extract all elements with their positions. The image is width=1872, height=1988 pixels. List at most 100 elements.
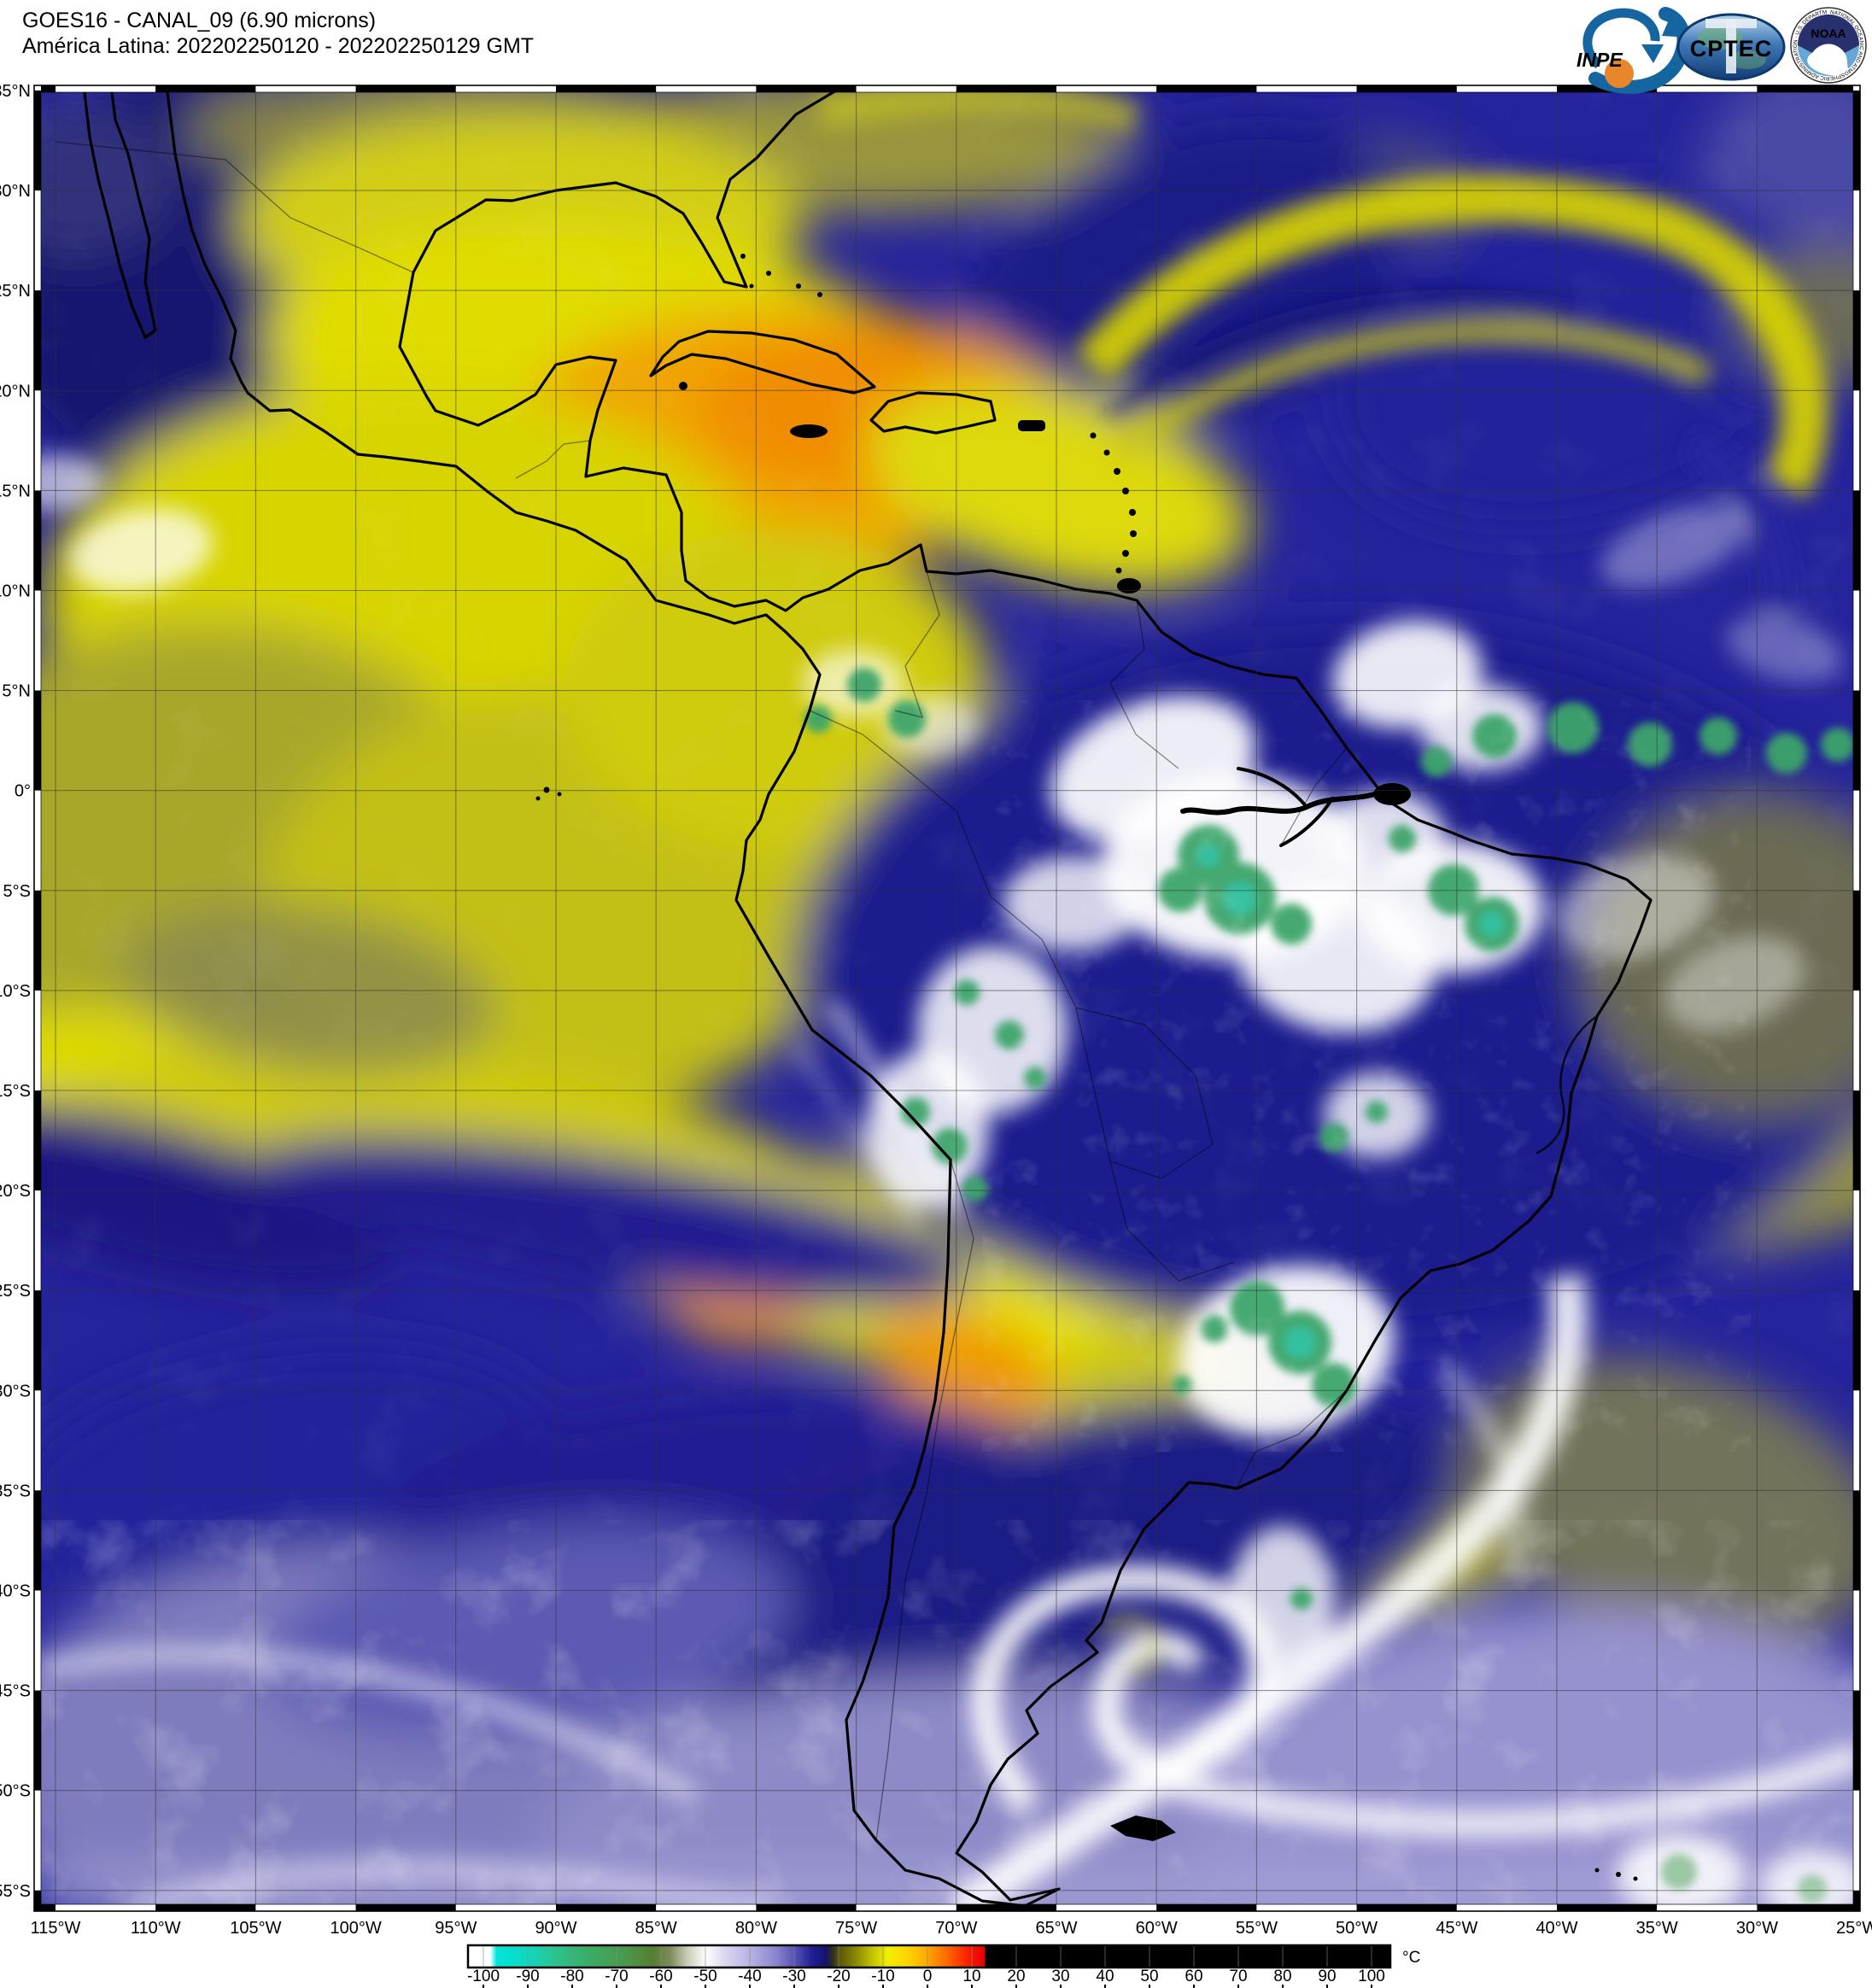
- lon-label: 115°W: [31, 1919, 81, 1938]
- lat-label: 20°N: [0, 382, 31, 401]
- colorbar-tick-label: -80: [560, 1968, 583, 1985]
- lon-label: 60°W: [1136, 1919, 1178, 1938]
- frame-segment-left: [34, 190, 41, 291]
- frame-segment-top: [856, 85, 956, 92]
- lat-label: 25°N: [0, 282, 31, 301]
- lon-label: 95°W: [435, 1919, 477, 1938]
- product-subtitle: América Latina: 202202250120 - 202202250…: [22, 34, 534, 58]
- frame-segment-bottom: [1557, 1904, 1658, 1911]
- frame-segment-right: [1853, 490, 1860, 591]
- rivers: [1180, 767, 1599, 1155]
- frame-segment-right: [1853, 590, 1860, 691]
- colorbar-minor-tick: [749, 1985, 751, 1988]
- frame-segment-top: [756, 85, 857, 92]
- frame-segment-top: [1156, 85, 1257, 92]
- frame-segment-left: [34, 1290, 41, 1391]
- colorbar-tick-label: -20: [827, 1968, 850, 1985]
- frame-segment-right: [1853, 1390, 1860, 1491]
- lon-label: 90°W: [535, 1919, 576, 1938]
- lon-label: 80°W: [735, 1919, 777, 1938]
- frame-segment-left: [34, 490, 41, 591]
- frame-segment-bottom: [255, 1904, 356, 1911]
- colorbar-tick-label: 0: [923, 1968, 933, 1985]
- frame-segment-bottom: [1757, 1904, 1857, 1911]
- colorbar-minor-tick: [1193, 1985, 1195, 1988]
- lon-label: 70°W: [935, 1919, 977, 1938]
- colorbar-minor-tick: [705, 1985, 706, 1988]
- colorbar-tick-label: 90: [1318, 1968, 1336, 1985]
- frame-segment-top: [155, 85, 256, 92]
- frame-segment-bottom: [1256, 1904, 1357, 1911]
- frame-segment-right: [1853, 690, 1860, 791]
- colorbar-minor-tick: [1282, 1985, 1284, 1988]
- frame-segment-top: [355, 85, 456, 92]
- frame-segment-top: [556, 85, 657, 92]
- frame-segment-left: [34, 890, 41, 991]
- colorbar-tick-label: 40: [1096, 1968, 1114, 1985]
- frame-segment-right: [1853, 1790, 1860, 1891]
- lat-label: 50°S: [0, 1782, 31, 1801]
- lon-label: 85°W: [635, 1919, 677, 1938]
- colorbar-minor-tick: [793, 1985, 795, 1988]
- lat-label: 15°S: [0, 1082, 31, 1101]
- frame-segment-top: [1256, 85, 1357, 92]
- lon-label: 40°W: [1536, 1919, 1577, 1938]
- noaa-label: NOAA: [1811, 26, 1846, 40]
- frame-segment-bottom: [455, 1904, 556, 1911]
- cptec-label: CPTEC: [1690, 36, 1773, 61]
- lat-label: 35°N: [0, 82, 31, 101]
- lat-label: 35°S: [0, 1482, 31, 1500]
- frame-segment-top: [34, 85, 56, 92]
- inpe-label: INPE: [1577, 49, 1623, 71]
- map-frame: [34, 85, 1860, 1911]
- frame-segment-bottom: [355, 1904, 456, 1911]
- frame-segment-right: [1853, 990, 1860, 1090]
- frame-segment-left: [34, 1690, 41, 1791]
- frame-segment-right: [1853, 1890, 1860, 1911]
- frame-segment-left: [34, 1190, 41, 1291]
- frame-segment-left: [34, 85, 41, 91]
- frame-segment-bottom: [34, 1904, 56, 1911]
- colorbar-minor-tick: [882, 1985, 884, 1988]
- colorbar-minor-tick: [616, 1985, 617, 1988]
- lon-label: 100°W: [330, 1919, 381, 1938]
- frame-segment-right: [1853, 1090, 1860, 1191]
- colorbar-tick-label: 30: [1051, 1968, 1069, 1985]
- colorbar-minor-tick: [927, 1985, 928, 1988]
- frame-segment-top: [656, 85, 757, 92]
- colorbar-minor-tick: [1371, 1985, 1372, 1988]
- map-inner-border: [40, 91, 1854, 1905]
- frame-segment-bottom: [856, 1904, 956, 1911]
- map-outer-border: [33, 85, 1861, 1912]
- colorbar-tick-label: 70: [1229, 1968, 1247, 1985]
- frame-segment-right: [1853, 290, 1860, 391]
- colorbar-minor-tick: [971, 1985, 973, 1988]
- colorbar-tick-label: 20: [1007, 1968, 1025, 1985]
- frame-segment-top: [1356, 85, 1457, 92]
- colorbar-tick-label: -70: [605, 1968, 628, 1985]
- frame-segment-top: [255, 85, 356, 92]
- frame-segment-right: [1853, 1690, 1860, 1791]
- colorbar-tick-label: 50: [1140, 1968, 1158, 1985]
- colorbar-tick-label: -30: [782, 1968, 805, 1985]
- frame-segment-right: [1853, 1490, 1860, 1591]
- lon-label: 30°W: [1736, 1919, 1778, 1938]
- lat-label: 30°S: [0, 1382, 31, 1400]
- colorbar-minor-tick: [527, 1985, 529, 1988]
- frame-segment-right: [1853, 85, 1860, 91]
- frame-segment-left: [34, 1890, 41, 1911]
- frame-segment-left: [34, 1590, 41, 1691]
- islands: [535, 254, 1638, 1881]
- lat-label: 20°S: [0, 1182, 31, 1201]
- colorbar-minor-tick: [483, 1985, 484, 1988]
- frame-segment-bottom: [1356, 1904, 1457, 1911]
- colorbar-tick-label: 10: [962, 1968, 980, 1985]
- frame-segment-top: [1757, 85, 1857, 92]
- frame-segment-right: [1853, 890, 1860, 991]
- frame-segment-left: [34, 1490, 41, 1591]
- lon-label: 65°W: [1035, 1919, 1077, 1938]
- inpe-logo: INPE: [1577, 7, 1691, 94]
- frame-segment-top: [1456, 85, 1557, 92]
- colorbar-tick-label: 60: [1185, 1968, 1202, 1985]
- colorbar-tick-label: -100: [467, 1968, 500, 1985]
